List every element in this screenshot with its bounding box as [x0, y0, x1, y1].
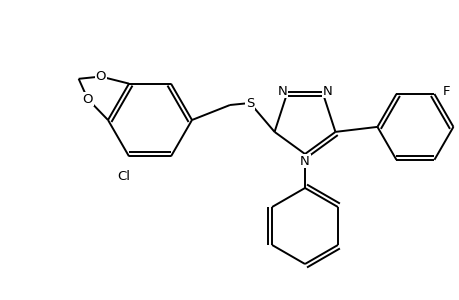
Text: O: O	[82, 93, 93, 106]
Text: F: F	[442, 85, 449, 98]
Text: N: N	[299, 154, 309, 167]
Text: S: S	[245, 97, 254, 110]
Text: N: N	[322, 85, 332, 98]
Text: Cl: Cl	[117, 170, 130, 183]
Text: O: O	[95, 70, 106, 83]
Text: N: N	[277, 85, 286, 98]
